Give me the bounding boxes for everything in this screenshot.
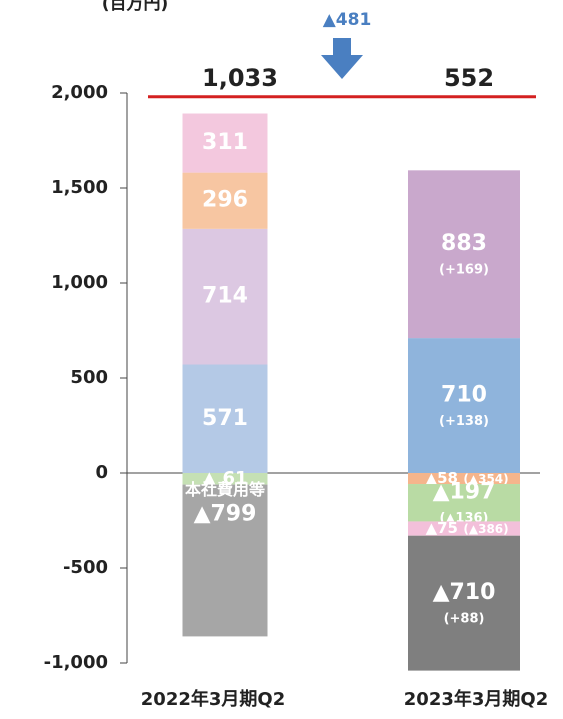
- sub-label: (▲354): [463, 472, 508, 486]
- bar-segment: [408, 484, 520, 522]
- value-label: 311: [202, 130, 248, 155]
- value-label: ▲197: [433, 480, 496, 505]
- total-label: 1,033: [202, 64, 278, 92]
- sub-label: (▲386): [463, 522, 508, 536]
- value-label: 571: [202, 406, 248, 431]
- value-label: 710: [441, 383, 487, 408]
- sub-label: (+88): [444, 612, 485, 627]
- value-label: ▲58: [426, 469, 458, 487]
- bar-segment: [182, 172, 268, 229]
- x-tick-label: 2022年3月期Q2: [141, 688, 285, 710]
- sub-label: (+138): [439, 414, 489, 429]
- y-tick-label: 1,500: [51, 177, 108, 198]
- bar-segment: [182, 484, 268, 637]
- value-label: 296: [202, 188, 248, 213]
- value-label: 714: [202, 284, 248, 309]
- y-tick-label: -500: [63, 557, 108, 578]
- y-tick-label: 500: [70, 367, 108, 388]
- bar-segment: [408, 170, 520, 339]
- bar-segment: [182, 228, 268, 365]
- bar-segment: [408, 338, 520, 473]
- bar-segment: [182, 473, 268, 485]
- value-label: 883: [441, 231, 487, 256]
- y-tick-label: 0: [95, 462, 108, 483]
- y-tick-label: 2,000: [51, 82, 108, 103]
- sub-label: (+169): [439, 263, 489, 278]
- value-label: ▲710: [433, 580, 496, 605]
- bar-segment: [408, 535, 520, 671]
- bar-segment: [182, 113, 268, 173]
- bar-segment: [182, 364, 268, 473]
- value-label: ▲799: [194, 501, 257, 526]
- value-label: ▲75: [426, 519, 458, 537]
- change-label: ▲481: [323, 10, 372, 30]
- unit-label: (百万円): [102, 0, 169, 14]
- total-label: 552: [444, 64, 494, 92]
- y-tick-label: 1,000: [51, 272, 108, 293]
- value-label: ▲ 61: [202, 468, 247, 489]
- change-arrow: [321, 38, 363, 79]
- pre-label: 本社費用等: [185, 480, 265, 499]
- y-tick-label: -1,000: [44, 652, 108, 673]
- bar-segment: [408, 521, 520, 536]
- x-tick-label: 2023年3月期Q2: [404, 688, 548, 710]
- bar-segment: [408, 473, 520, 485]
